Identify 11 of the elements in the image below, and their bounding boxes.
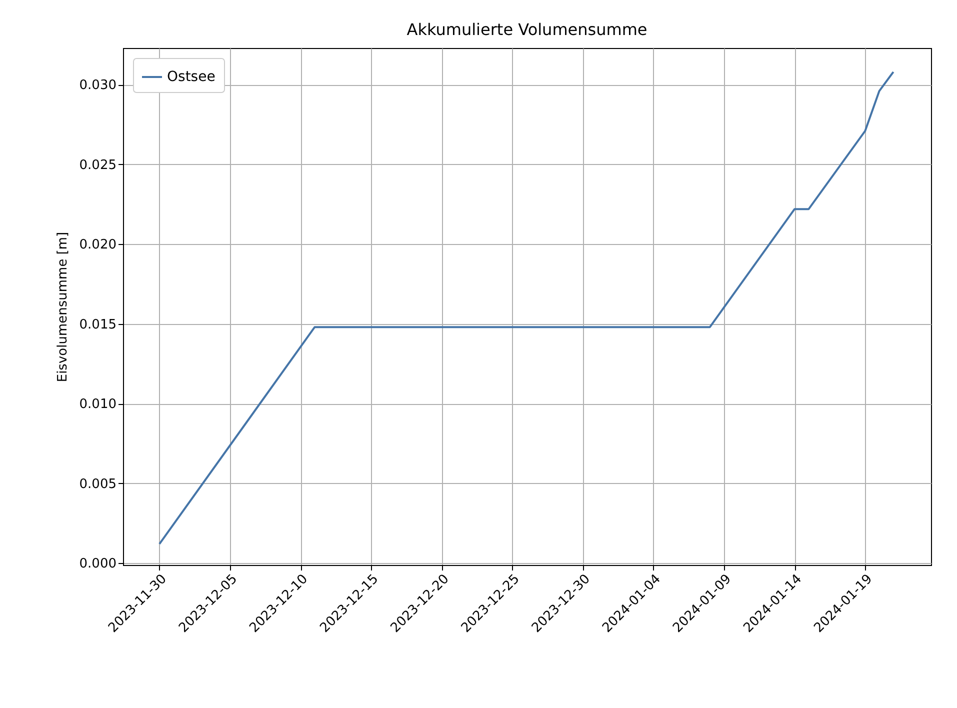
- y-tick-label: 0.025: [79, 158, 116, 173]
- chart-title: Akkumulierte Volumensumme: [406, 20, 648, 39]
- line-series: [158, 70, 894, 545]
- y-tick-label: 0.015: [79, 317, 116, 332]
- y-tick-label: 0.005: [79, 476, 116, 492]
- y-axis-title: Eisvolumensumme [m]: [55, 232, 70, 382]
- y-tick-label: 0.030: [79, 78, 116, 94]
- y-tick-label: 0.010: [79, 397, 116, 412]
- y-tick-label: 0.000: [79, 556, 116, 572]
- y-tick-label: 0.020: [79, 238, 116, 253]
- legend-label: Ostsee: [167, 69, 216, 85]
